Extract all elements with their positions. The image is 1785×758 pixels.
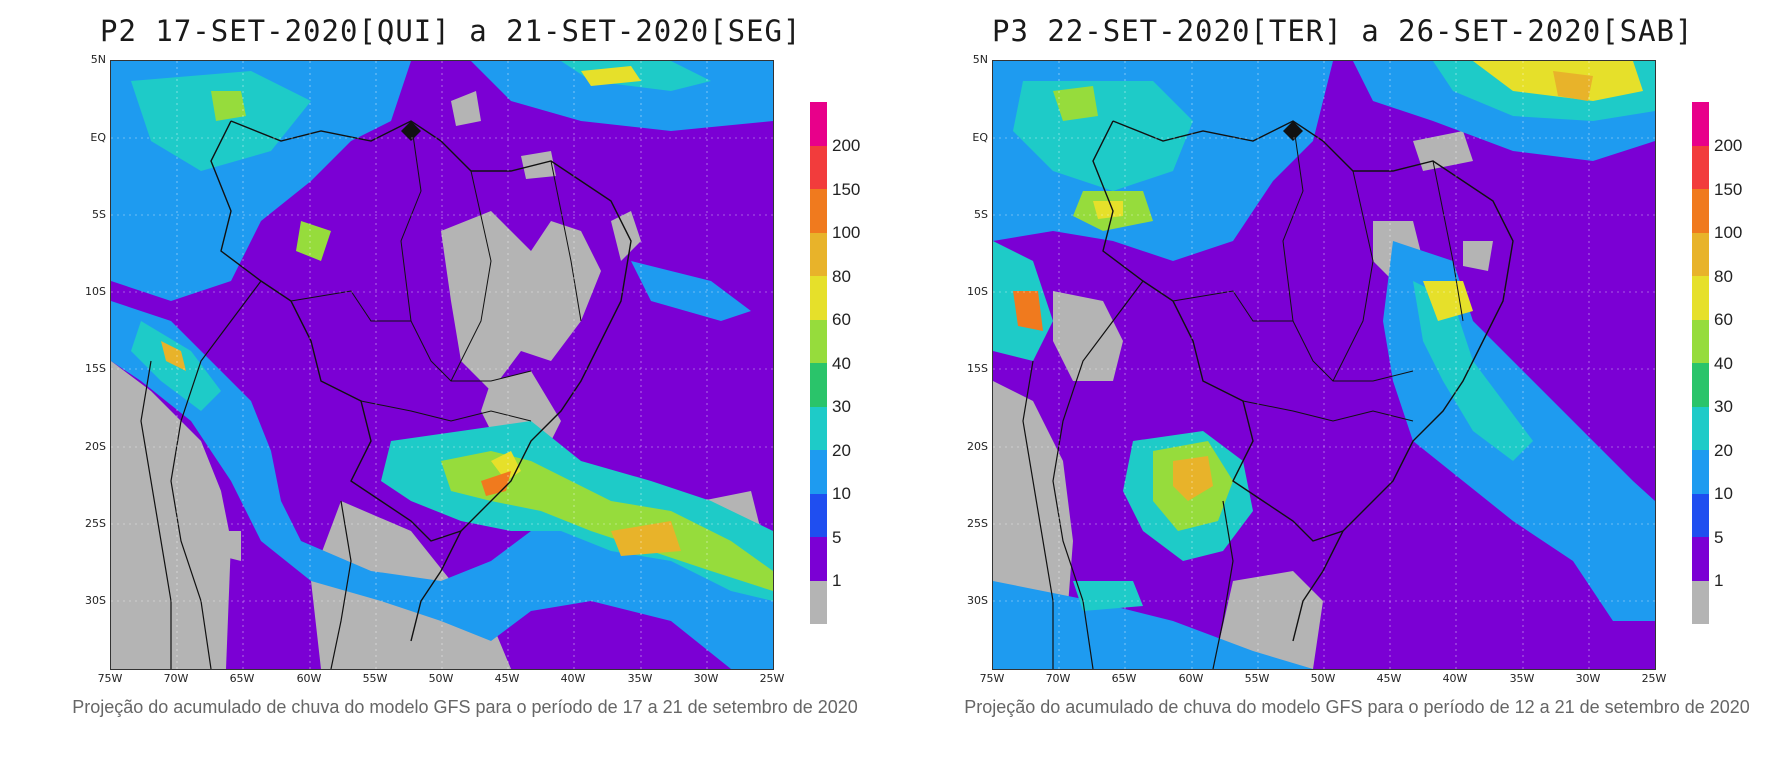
lat-label: 20S	[85, 440, 106, 453]
legend-swatch	[1692, 493, 1709, 537]
legend-swatch	[810, 102, 827, 146]
legend-swatch	[810, 406, 827, 450]
legend-swatch	[1692, 102, 1709, 146]
lon-label: 65W	[229, 672, 255, 685]
legend-swatch	[810, 276, 827, 320]
map-title: P2 17-SET-2020[QUI] a 21-SET-2020[SEG]	[100, 14, 802, 48]
legend-label: 150	[1714, 179, 1743, 199]
rainfall-map-graphic	[111, 61, 773, 669]
lon-label: 25W	[759, 672, 785, 685]
legend-label: 200	[832, 136, 861, 155]
lat-label: 15S	[85, 362, 106, 375]
legend-label: 30	[832, 397, 851, 416]
legend-label: 60	[1714, 310, 1733, 329]
lon-label: 45W	[1376, 672, 1402, 685]
map-panel-p2: P2 17-SET-2020[QUI] a 21-SET-2020[SEG] 5…	[0, 0, 860, 758]
legend-swatch	[810, 232, 827, 276]
legend-swatch	[1692, 537, 1709, 581]
legend-swatch	[810, 450, 827, 494]
lon-label: 50W	[1310, 672, 1336, 685]
lat-label: 5N	[972, 53, 988, 66]
legend-swatch	[1692, 450, 1709, 494]
lon-label: 70W	[163, 672, 189, 685]
lon-label: 35W	[1509, 672, 1535, 685]
lon-label: 60W	[296, 672, 322, 685]
legend-swatch	[1692, 580, 1709, 624]
lon-label: 40W	[560, 672, 586, 685]
legend-swatch	[810, 145, 827, 189]
legend-label: 80	[1714, 266, 1733, 286]
lat-label: 20S	[967, 440, 988, 453]
legend-swatch	[810, 493, 827, 537]
legend-label: 10	[832, 484, 851, 503]
lon-label: 60W	[1178, 672, 1204, 685]
lon-label: 50W	[428, 672, 454, 685]
lat-label: 30S	[967, 594, 988, 607]
lat-label: 25S	[967, 517, 988, 530]
color-legend: 200 150 100 80 60 40 30 20 10 5 1	[810, 102, 900, 624]
lat-label: 10S	[967, 285, 988, 298]
legend-label: 1	[832, 571, 842, 590]
legend-label: 20	[832, 440, 851, 460]
legend-label: 200	[1714, 136, 1743, 155]
lon-label: 70W	[1045, 672, 1071, 685]
legend-label: 100	[832, 223, 861, 242]
legend-swatch	[1692, 406, 1709, 450]
legend-swatch	[810, 580, 827, 624]
legend-label: 40	[1714, 353, 1733, 373]
lon-label: 45W	[494, 672, 520, 685]
legend-label: 80	[832, 266, 851, 286]
rainfall-map	[992, 60, 1656, 670]
lat-label: 5S	[974, 208, 988, 221]
lon-label: 75W	[979, 672, 1005, 685]
lon-label: 35W	[627, 672, 653, 685]
legend-label: 60	[832, 310, 851, 329]
legend-swatch	[1692, 319, 1709, 363]
legend-swatch	[1692, 276, 1709, 320]
lon-label: 55W	[1244, 672, 1270, 685]
legend-label: 30	[1714, 397, 1733, 416]
lon-label: 40W	[1442, 672, 1468, 685]
legend-label: 1	[1714, 571, 1724, 590]
legend-label: 5	[832, 527, 842, 547]
lon-label: 75W	[97, 672, 123, 685]
color-legend: 200 150 100 80 60 40 30 20 10 5 1	[1692, 102, 1782, 624]
legend-label: 40	[832, 353, 851, 373]
lon-label: 30W	[693, 672, 719, 685]
map-caption: Projeção do acumulado de chuva do modelo…	[72, 697, 858, 717]
map-caption: Projeção do acumulado de chuva do modelo…	[964, 697, 1750, 717]
legend-swatch	[810, 363, 827, 407]
legend-swatch	[1692, 232, 1709, 276]
legend-swatch	[1692, 363, 1709, 407]
lat-label: 5S	[92, 208, 106, 221]
legend-label: 10	[1714, 484, 1733, 503]
legend-label: 20	[1714, 440, 1733, 460]
legend-swatch	[1692, 145, 1709, 189]
map-title: P3 22-SET-2020[TER] a 26-SET-2020[SAB]	[992, 14, 1694, 48]
rainfall-map-graphic	[993, 61, 1655, 669]
rainfall-map	[110, 60, 774, 670]
lat-label: EQ	[972, 131, 988, 144]
lat-label: 5N	[90, 53, 106, 66]
legend-swatch	[810, 189, 827, 233]
lat-label: EQ	[90, 131, 106, 144]
lon-label: 65W	[1111, 672, 1137, 685]
lon-label: 30W	[1575, 672, 1601, 685]
legend-swatch	[810, 537, 827, 581]
legend-swatch	[810, 319, 827, 363]
legend-label: 100	[1714, 223, 1743, 242]
legend-label: 5	[1714, 527, 1724, 547]
lat-label: 10S	[85, 285, 106, 298]
lat-label: 25S	[85, 517, 106, 530]
lat-label: 30S	[85, 594, 106, 607]
legend-label: 150	[832, 179, 861, 199]
map-panel-p3: P3 22-SET-2020[TER] a 26-SET-2020[SAB] 5…	[880, 0, 1750, 758]
legend-swatch	[1692, 189, 1709, 233]
lat-label: 15S	[967, 362, 988, 375]
lon-label: 25W	[1641, 672, 1667, 685]
lon-label: 55W	[362, 672, 388, 685]
